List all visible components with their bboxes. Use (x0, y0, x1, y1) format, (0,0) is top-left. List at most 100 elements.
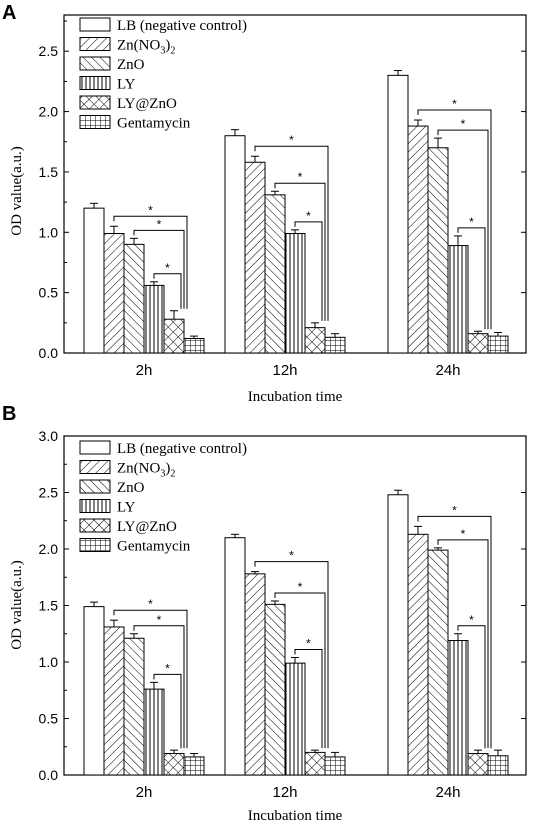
bar-ly-24h (447, 245, 469, 354)
y-tick-label: 0.0 (39, 345, 59, 361)
bar-zno-12h (264, 194, 286, 354)
y-axis-title-a: OD value(a.u.) (9, 146, 25, 236)
x-tick-label: 2h (136, 784, 153, 801)
significance-bracket (437, 539, 489, 749)
y-tick-label: 0.0 (39, 767, 59, 783)
legend-label-ly: LY (117, 500, 136, 516)
legend-label-zn-no3: Zn(NO3)2 (117, 461, 175, 480)
panel-label-b: B (2, 403, 16, 425)
legend-swatch-gentamycin (79, 538, 111, 552)
bar-gentamycin-2h (183, 756, 205, 776)
bar-lb-12h (224, 537, 246, 776)
bar-ly-zno-24h (467, 333, 489, 354)
legend-swatch-lb (79, 17, 111, 32)
y-tick-label: 1.0 (39, 654, 59, 670)
significance-star: * (298, 170, 303, 184)
bar-ly-12h (284, 662, 306, 776)
legend-label-gentamycin: Gentamycin (117, 539, 191, 555)
legend-swatch-zn-no3 (79, 460, 111, 474)
y-tick-label: 3.0 (39, 428, 59, 444)
x-tick-label: 12h (272, 362, 297, 379)
legend-subscript: 3 (160, 469, 165, 480)
legend-swatch-ly (79, 499, 111, 513)
legend-subscript: 2 (170, 469, 175, 480)
significance-star: * (148, 203, 153, 217)
y-tick-label: 2.0 (39, 541, 59, 557)
significance-star: * (289, 549, 294, 563)
significance-bracket (133, 229, 185, 309)
significance-star: * (298, 580, 303, 594)
significance-star: * (157, 613, 162, 627)
bar-zn-no3-24h (407, 533, 429, 776)
y-tick-label: 2.5 (39, 43, 59, 59)
significance-bracket (274, 592, 326, 749)
x-tick-label: 12h (272, 784, 297, 801)
significance-bracket (113, 609, 188, 749)
legend-label-zn-no3: Zn(NO3)2 (117, 38, 175, 57)
significance-star: * (165, 261, 170, 275)
x-axis-title-b: Incubation time (248, 808, 343, 824)
x-tick-label: 24h (435, 362, 460, 379)
legend-label-lb: LB (negative control) (117, 18, 247, 34)
significance-star: * (452, 97, 457, 111)
y-tick-label: 0.5 (39, 285, 59, 301)
bar-gentamycin-12h (324, 336, 346, 354)
bar-gentamycin-12h (324, 756, 346, 776)
legend-swatch-zno (79, 56, 111, 71)
legend-swatch-zno (79, 479, 111, 494)
significance-star: * (461, 117, 466, 131)
panel-a: A OD value(a.u.) Incubation time 0.0 0.5 1… (2, 2, 527, 405)
y-tick-label: 1.5 (39, 598, 59, 614)
legend-label-zno: ZnO (117, 57, 145, 73)
bar-ly-2h (143, 688, 165, 776)
significance-star: * (148, 597, 153, 611)
legend-swatch-gentamycin (79, 115, 111, 129)
y-tick-label: 2.0 (39, 104, 59, 120)
significance-bracket (417, 515, 492, 749)
bar-zn-no3-2h (103, 232, 125, 354)
significance-bracket (294, 221, 323, 321)
significance-star: * (289, 133, 294, 147)
bar-ly-zno-12h (304, 751, 326, 776)
x-axis-title-a: Incubation time (248, 389, 343, 405)
bar-gentamycin-2h (183, 338, 205, 354)
legend-label-zno: ZnO (117, 480, 145, 496)
y-tick-label: 0.5 (39, 711, 59, 727)
bar-lb-2h (83, 207, 105, 354)
bar-zn-no3-24h (407, 125, 429, 354)
significance-star: * (461, 527, 466, 541)
panel-b: B OD value(a.u.) Incubation time 0.0 0.5 1… (2, 403, 527, 824)
panel-label-a: A (2, 2, 16, 24)
legend-label-ly-zno: LY@ZnO (117, 96, 177, 112)
legend-swatch-ly-zno (79, 518, 111, 533)
significance-bracket (133, 625, 185, 749)
significance-bracket (457, 625, 486, 749)
legend-label-ly-zno: LY@ZnO (117, 519, 177, 535)
legend-swatch-zn-no3 (79, 37, 111, 51)
y-axis-title-b: OD value(a.u.) (9, 560, 25, 650)
significance-bracket (254, 561, 329, 749)
x-tick-label: 24h (435, 784, 460, 801)
significance-star: * (306, 636, 311, 650)
bar-zn-no3-2h (103, 626, 125, 776)
significance-star: * (452, 503, 457, 517)
bar-ly-zno-2h (163, 318, 185, 354)
significance-bracket (417, 109, 492, 330)
significance-star: * (469, 613, 474, 627)
significance-bracket (254, 145, 329, 321)
plot-area-b: 0.0 0.5 1.0 1.5 2.0 2.5 3.0 2h 12h 24h * * * * * * * * * (39, 428, 527, 801)
legend-swatch-ly (79, 76, 111, 90)
significance-star: * (165, 661, 170, 675)
legend-subscript: 2 (170, 46, 175, 57)
bar-zno-12h (264, 603, 286, 776)
bar-gentamycin-24h (487, 755, 509, 776)
bar-lb-12h (224, 135, 246, 354)
legend-swatch-lb (79, 440, 111, 455)
bar-ly-12h (284, 232, 306, 354)
bar-lb-2h (83, 606, 105, 776)
significance-bracket (153, 273, 182, 309)
bar-zno-24h (427, 147, 449, 354)
